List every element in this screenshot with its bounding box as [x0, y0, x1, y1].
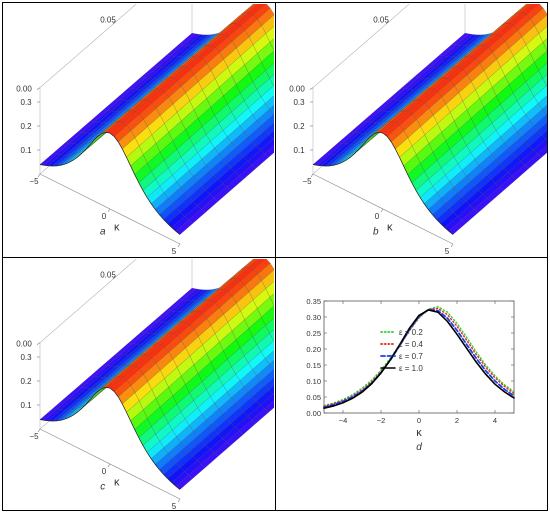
kappa-tick — [380, 208, 384, 213]
tau-tick — [36, 87, 41, 90]
panel-frame-d — [275, 257, 548, 511]
tau-tick — [36, 342, 41, 345]
y-tick-label: 0.35 — [306, 297, 321, 306]
kappa-tick-label: 5 — [172, 247, 177, 256]
tau-tick — [112, 276, 117, 279]
x-tick-label: −2 — [377, 416, 386, 425]
x-tick-label: 0 — [417, 416, 421, 425]
legend-label: ε = 0.4 — [399, 340, 423, 349]
u-tick-label: 0.3 — [20, 98, 32, 107]
legend-label: ε = 0.7 — [399, 352, 423, 361]
kappa-tick-label: 5 — [172, 502, 177, 509]
panel-label: d — [416, 442, 422, 453]
tau-tick — [112, 21, 117, 24]
kappa-axis-label: κ — [114, 221, 120, 233]
y-tick-label: 0.05 — [306, 393, 321, 402]
y-tick-label: 0.10 — [306, 377, 321, 386]
kappa-tick-label: 0 — [102, 467, 107, 476]
box-edge — [39, 259, 137, 343]
y-tick-label: 0.30 — [306, 313, 321, 322]
kappa-tick-label: −5 — [29, 177, 39, 186]
kappa-tick-label: 5 — [445, 247, 450, 256]
kappa-tick — [177, 243, 181, 248]
y-tick-label: 0.15 — [306, 361, 321, 370]
panel-label: a — [100, 226, 106, 237]
kappa-tick-label: −5 — [302, 177, 312, 186]
surface-front-edge — [312, 131, 454, 235]
u-tick-label: 0.3 — [293, 98, 305, 107]
kappa-tick — [107, 463, 111, 468]
surface-front-edge — [39, 386, 181, 490]
box-edge — [312, 4, 410, 88]
panel-label: c — [100, 481, 105, 492]
y-tick-label: 0.00 — [306, 409, 321, 418]
u-tick-label: 0.3 — [20, 353, 32, 362]
kappa-tick-label: 0 — [375, 212, 380, 221]
kappa-tick — [310, 173, 314, 178]
x-tick-label: 2 — [455, 416, 459, 425]
x-tick-label: −4 — [339, 416, 348, 425]
tau-tick — [309, 87, 314, 90]
y-tick-label: 0.20 — [306, 345, 321, 354]
kappa-axis-label: κ — [114, 476, 120, 488]
legend-label: ε = 1.0 — [399, 364, 423, 373]
kappa-tick-label: −5 — [29, 432, 39, 441]
u-tick-label: 0.2 — [20, 377, 32, 386]
tau-tick-label: 0.00 — [16, 85, 32, 94]
u-tick-label: 0.2 — [20, 122, 32, 131]
x-tick-label: 4 — [493, 416, 497, 425]
legend-label: ε = 0.2 — [399, 328, 423, 337]
tau-tick-label: 0.05 — [373, 16, 389, 25]
tau-tick-label: 0.05 — [100, 16, 116, 25]
tau-tick-label: 0.00 — [16, 340, 32, 349]
tau-tick-label: 0.05 — [100, 271, 116, 280]
u-tick-label: 0.1 — [20, 146, 32, 155]
kappa-tick — [37, 428, 41, 433]
surface-front-edge — [39, 131, 181, 235]
y-tick-label: 0.25 — [306, 329, 321, 338]
kappa-axis-label: κ — [387, 221, 393, 233]
kappa-tick-label: 0 — [102, 212, 107, 221]
x-axis-label: κ — [416, 427, 422, 439]
line-chart-panel-d: 0.00 0.05 0.10 0.15 0.20 0.25 0.30 0.35 −4 −2 0 2 4 ε… — [306, 297, 515, 453]
tau-tick — [385, 21, 390, 24]
box-edge — [39, 4, 137, 88]
kappa-tick — [107, 208, 111, 213]
series-line — [323, 307, 515, 407]
kappa-tick — [37, 173, 41, 178]
series-line — [323, 309, 515, 409]
kappa-tick — [450, 243, 454, 248]
panel-label: b — [373, 226, 379, 237]
u-tick-label: 0.1 — [20, 401, 32, 410]
tau-tick-label: 0.00 — [289, 85, 305, 94]
u-tick-label: 0.1 — [293, 146, 305, 155]
u-tick-label: 0.2 — [293, 122, 305, 131]
kappa-tick — [177, 498, 181, 503]
